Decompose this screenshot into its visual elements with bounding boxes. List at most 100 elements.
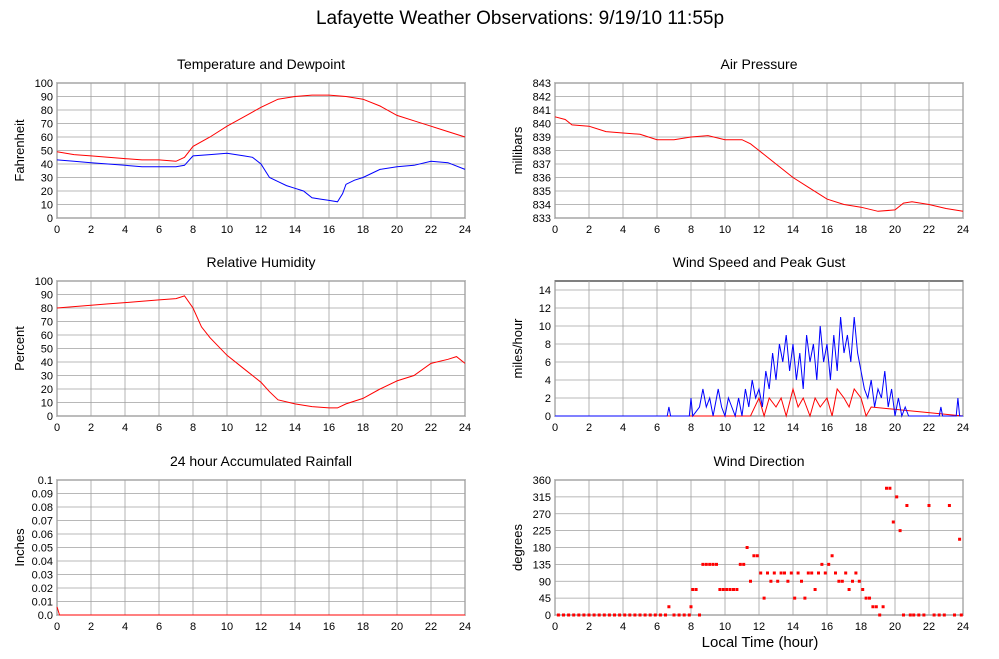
x-tick-label: 2: [88, 224, 94, 236]
x-tick-label: 18: [855, 224, 867, 236]
y-tick-label: 80: [41, 303, 53, 315]
x-tick-label: 2: [586, 224, 592, 236]
x-tick-label: 10: [719, 621, 731, 633]
y-tick-label: 837: [533, 159, 551, 171]
data-point: [602, 613, 606, 617]
y-tick-label: 836: [533, 173, 551, 185]
x-tick-label: 2: [88, 621, 94, 633]
data-point: [658, 613, 662, 617]
x-tick-label: 8: [190, 621, 196, 633]
data-point: [796, 571, 800, 575]
data-point: [701, 562, 705, 566]
data-point: [638, 613, 642, 617]
x-tick-label: 22: [425, 422, 437, 434]
x-tick-label: 8: [688, 422, 694, 434]
data-point: [556, 613, 560, 617]
x-tick-label: 16: [821, 621, 833, 633]
x-tick-label: 10: [221, 621, 233, 633]
data-point: [874, 605, 878, 609]
data-point: [803, 596, 807, 600]
data-point: [932, 613, 936, 617]
x-tick-label: 0: [54, 621, 60, 633]
x-tick-label: 16: [323, 224, 335, 236]
data-point: [749, 579, 752, 583]
data-point: [728, 588, 732, 591]
x-tick-label: 4: [122, 621, 128, 633]
data-point: [827, 562, 831, 566]
x-tick-label: 4: [620, 224, 626, 236]
data-point: [847, 588, 851, 591]
series-line-2: [555, 316, 963, 418]
chart-panel-2: 0 2 4 6 8 10 12 14 16 18 20 22 248338348358368378388…: [510, 56, 969, 236]
x-tick-label: 22: [923, 422, 935, 434]
x-tick-label: 24: [459, 422, 471, 434]
data-point: [698, 613, 701, 617]
x-tick-label: 4: [122, 422, 128, 434]
x-tick-label: 14: [289, 422, 301, 434]
data-point: [772, 571, 776, 575]
x-tick-label: 6: [156, 621, 162, 633]
data-point: [667, 605, 671, 609]
y-tick-label: 0.05: [32, 543, 53, 555]
data-point: [942, 613, 946, 617]
x-tick-label: 0: [54, 422, 60, 434]
x-axis-title: Local Time (hour): [701, 634, 819, 651]
x-tick-label: 4: [122, 224, 128, 236]
y-tick-label: 80: [41, 105, 53, 117]
x-tick-label: 24: [459, 224, 471, 236]
x-tick-label: 20: [889, 422, 901, 434]
y-axis-label: Fahrenheit: [12, 119, 27, 182]
y-tick-label: 0.07: [32, 516, 53, 528]
x-tick-label: 14: [787, 621, 799, 633]
data-point: [607, 613, 611, 617]
data-point: [947, 504, 951, 507]
data-point: [861, 588, 865, 591]
data-point: [653, 613, 657, 617]
data-point: [844, 571, 848, 575]
chart-panel-1: 0 2 4 6 8 10 12 14 16 18 20 22 240102030405060708090…: [12, 56, 471, 236]
x-tick-label: 8: [688, 621, 694, 633]
data-point: [806, 571, 810, 575]
data-point: [592, 613, 596, 617]
y-tick-label: 0.09: [32, 489, 53, 501]
x-tick-label: 0: [552, 422, 558, 434]
data-point: [613, 613, 616, 617]
data-point: [959, 613, 963, 617]
x-tick-label: 12: [255, 422, 267, 434]
series-line-2: [56, 152, 466, 203]
y-tick-label: 12: [539, 303, 551, 315]
x-tick-label: 0: [552, 224, 558, 236]
y-tick-label: 90: [41, 290, 53, 302]
y-tick-label: 839: [533, 132, 551, 144]
data-point: [810, 571, 814, 575]
data-point: [937, 613, 941, 617]
data-point: [759, 571, 763, 575]
series-line-1: [56, 295, 466, 409]
series-line-1: [555, 387, 964, 418]
y-tick-label: 360: [533, 475, 551, 487]
y-tick-label: 20: [41, 384, 53, 396]
y-tick-label: 842: [533, 92, 551, 104]
x-tick-label: 8: [190, 224, 196, 236]
data-point: [725, 588, 729, 591]
data-point: [891, 520, 895, 524]
y-tick-label: 840: [533, 119, 551, 131]
data-point: [834, 571, 837, 575]
data-point: [813, 588, 817, 591]
x-tick-label: 22: [923, 621, 935, 633]
data-point: [691, 588, 695, 591]
data-point: [562, 613, 565, 617]
y-tick-label: 10: [41, 200, 53, 212]
data-point: [917, 613, 921, 617]
x-tick-label: 10: [719, 224, 731, 236]
data-point: [572, 613, 576, 617]
data-point: [851, 579, 854, 583]
x-tick-label: 24: [957, 224, 969, 236]
y-tick-label: 0.02: [32, 583, 53, 595]
data-point: [881, 605, 885, 609]
data-point: [817, 571, 820, 575]
data-point: [953, 613, 956, 617]
data-point: [643, 613, 647, 617]
data-point: [830, 554, 834, 558]
